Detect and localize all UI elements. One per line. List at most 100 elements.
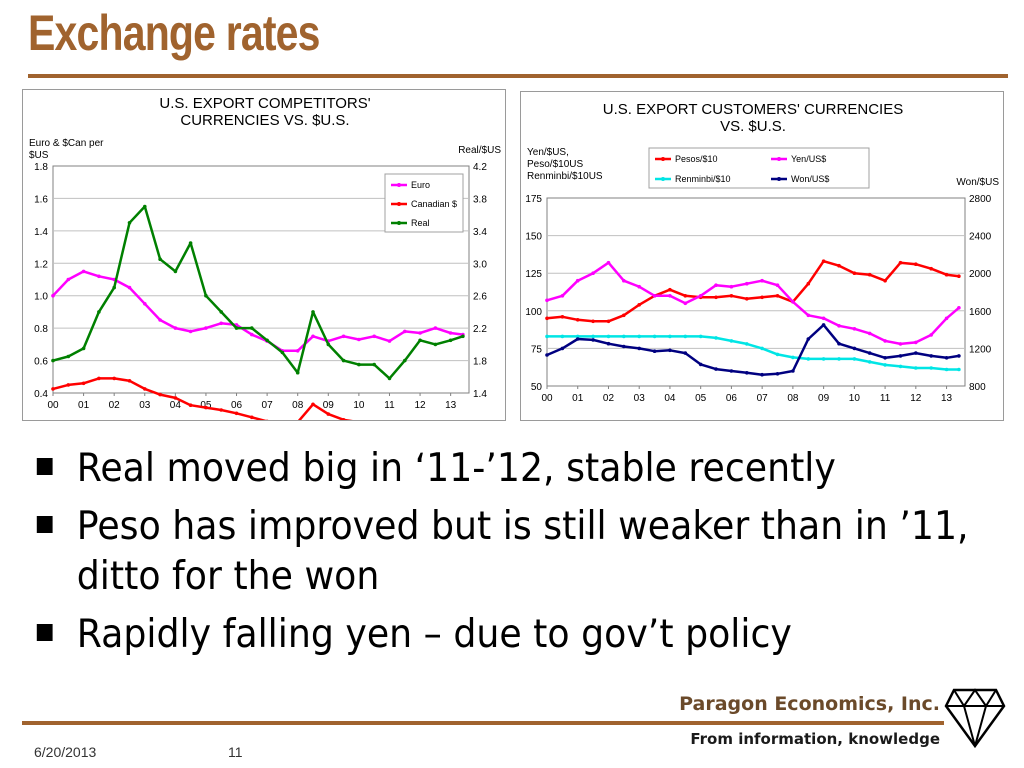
series-line-euro <box>52 270 464 353</box>
data-point <box>883 278 887 283</box>
y-tick-label-left: 1.8 <box>34 162 48 173</box>
bullet-text: Real moved big in ‘11-’12, stable recent… <box>76 446 836 491</box>
data-point <box>745 281 749 286</box>
data-point <box>433 326 438 330</box>
data-point <box>837 357 841 361</box>
data-point <box>606 334 611 339</box>
data-point <box>957 306 961 310</box>
data-point <box>883 339 887 343</box>
data-point <box>745 371 749 375</box>
data-point <box>806 357 811 361</box>
data-point <box>714 295 718 300</box>
y-tick-label-left: 150 <box>525 232 542 243</box>
x-tick-label: 12 <box>910 393 922 404</box>
chart-title: U.S. EXPORT CUSTOMERS' CURRENCIES <box>603 101 903 118</box>
data-point <box>775 283 780 287</box>
data-point <box>729 339 734 343</box>
data-point <box>806 281 811 286</box>
y-axis-label-left: Peso/$10US <box>527 159 583 170</box>
series-line-won-us- <box>546 323 960 376</box>
y-tick-label-left: 1.4 <box>34 227 48 238</box>
data-point <box>668 294 672 298</box>
x-tick-label: 11 <box>880 393 891 404</box>
data-point <box>944 356 949 360</box>
data-point <box>606 319 611 324</box>
y-tick-label-right: 3.4 <box>473 227 487 238</box>
data-point <box>837 341 841 346</box>
y-tick-label-left: 75 <box>531 344 543 355</box>
data-point <box>51 293 55 298</box>
data-point <box>898 260 903 265</box>
data-point <box>575 278 580 283</box>
title-divider <box>28 74 1008 78</box>
data-point <box>311 402 315 407</box>
data-point <box>745 342 749 346</box>
data-point <box>219 310 223 314</box>
data-point <box>143 387 147 391</box>
data-point <box>158 318 162 322</box>
data-point <box>560 315 565 319</box>
data-point <box>883 363 887 367</box>
data-point <box>729 369 734 373</box>
data-point <box>867 351 872 355</box>
x-tick-label: 07 <box>262 400 274 411</box>
y-axis-label-left: $US <box>29 150 49 161</box>
bullet-item: Rapidly falling yen – due to gov’t polic… <box>34 610 1024 660</box>
y-tick-label-right: 3.0 <box>473 259 487 270</box>
data-point <box>837 324 841 328</box>
data-point <box>944 367 949 372</box>
data-point <box>357 337 361 342</box>
y-tick-label-left: 175 <box>525 194 542 205</box>
legend-marker <box>661 157 665 161</box>
data-point <box>745 297 749 301</box>
x-tick-label: 02 <box>603 393 615 404</box>
y-tick-label-right: 2.2 <box>473 324 487 335</box>
x-tick-label: 13 <box>445 400 457 411</box>
data-point <box>898 364 903 369</box>
data-point <box>341 418 346 420</box>
data-point <box>622 278 626 283</box>
data-point <box>929 266 933 271</box>
data-point <box>622 313 626 318</box>
data-point <box>265 338 269 343</box>
x-tick-label: 12 <box>414 400 426 411</box>
data-point <box>127 285 132 290</box>
data-point <box>387 376 392 381</box>
y-tick-label-right: 4.2 <box>473 162 487 173</box>
x-tick-label: 03 <box>139 400 151 411</box>
data-point <box>606 260 611 265</box>
y-tick-label-left: 125 <box>525 269 542 280</box>
data-point <box>51 387 55 391</box>
data-point <box>448 338 453 343</box>
chart-customer-currencies-svg: 5075100125150175800120016002000240028000… <box>525 101 999 404</box>
data-point <box>852 271 857 275</box>
data-point <box>295 370 300 375</box>
data-point <box>821 259 826 263</box>
data-point <box>81 346 86 351</box>
data-point <box>250 332 254 337</box>
data-point <box>219 321 223 326</box>
legend-marker <box>397 221 401 225</box>
data-point <box>775 372 780 376</box>
data-point <box>173 326 178 330</box>
legend-marker <box>777 177 781 181</box>
y-axis-label-left: Yen/$US, <box>527 147 569 158</box>
data-point <box>295 349 300 353</box>
data-point <box>883 356 887 360</box>
data-point <box>929 366 933 370</box>
data-point <box>806 337 811 341</box>
x-tick-label: 10 <box>849 393 861 404</box>
data-point <box>821 323 826 327</box>
data-point <box>326 412 331 416</box>
data-point <box>852 346 857 351</box>
y-tick-label-left: 1.2 <box>34 259 48 270</box>
data-point <box>173 269 178 274</box>
data-point <box>188 403 193 408</box>
y-tick-label-left: 0.6 <box>34 357 48 368</box>
legend-marker <box>397 183 401 187</box>
data-point <box>914 262 918 266</box>
chart-title: U.S. EXPORT COMPETITORS' <box>159 95 370 112</box>
data-point <box>714 367 718 371</box>
data-point <box>560 334 565 339</box>
data-point <box>311 334 315 339</box>
